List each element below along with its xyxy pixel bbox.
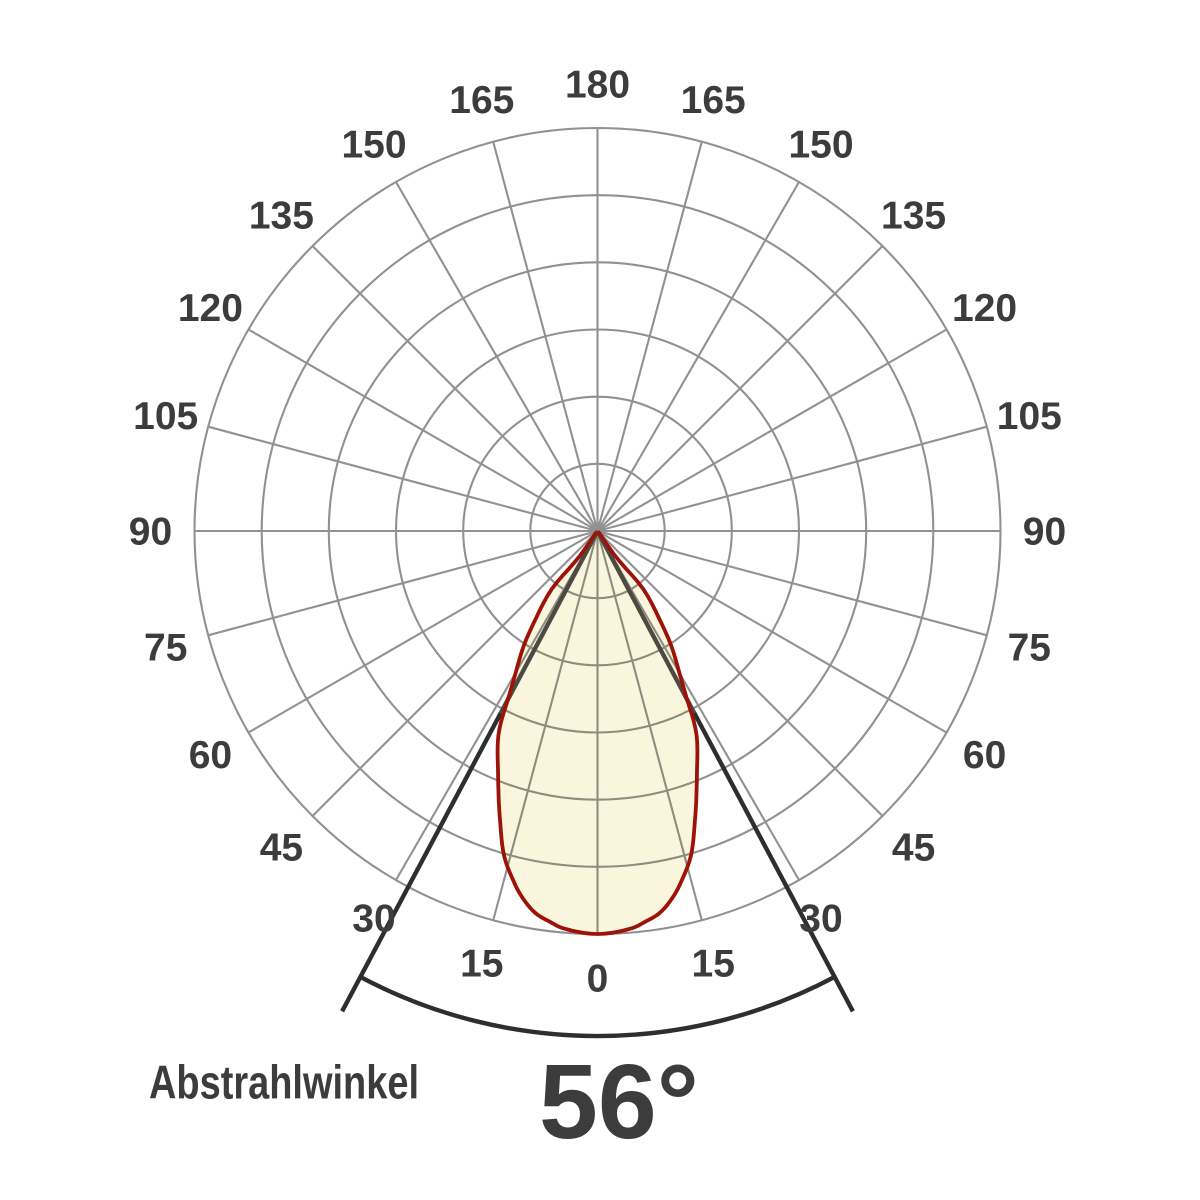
svg-text:75: 75	[144, 626, 187, 669]
svg-text:60: 60	[189, 734, 232, 777]
svg-text:120: 120	[178, 287, 243, 330]
svg-text:30: 30	[352, 898, 395, 941]
svg-text:90: 90	[129, 511, 172, 554]
svg-text:Abstrahlwinkel: Abstrahlwinkel	[149, 1056, 419, 1109]
svg-text:120: 120	[952, 287, 1017, 330]
svg-text:135: 135	[249, 195, 314, 238]
svg-text:15: 15	[692, 942, 735, 985]
svg-text:45: 45	[892, 827, 935, 870]
svg-text:75: 75	[1008, 626, 1051, 669]
svg-text:90: 90	[1023, 511, 1066, 554]
svg-text:135: 135	[881, 195, 946, 238]
svg-text:56°: 56°	[539, 1043, 699, 1161]
svg-text:180: 180	[565, 64, 630, 107]
svg-text:0: 0	[587, 958, 609, 1001]
svg-text:105: 105	[997, 395, 1062, 438]
svg-text:165: 165	[681, 79, 746, 122]
svg-text:30: 30	[799, 898, 842, 941]
svg-text:45: 45	[260, 827, 303, 870]
svg-text:60: 60	[963, 734, 1006, 777]
svg-text:165: 165	[449, 79, 514, 122]
svg-text:150: 150	[341, 124, 406, 167]
svg-text:105: 105	[133, 395, 198, 438]
svg-text:15: 15	[460, 942, 503, 985]
svg-text:150: 150	[788, 124, 853, 167]
